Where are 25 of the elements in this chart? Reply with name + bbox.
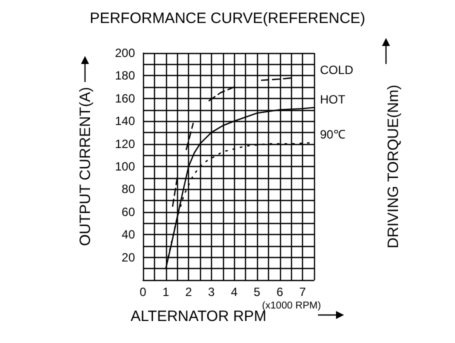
y-tick-label: 60 [122, 204, 136, 219]
y-tick-label: 140 [114, 114, 136, 128]
series-label: HOT [320, 92, 346, 106]
x-tick-label: 0 [140, 285, 147, 299]
x-tick-label: 5 [254, 285, 261, 299]
y-tick-label: 40 [122, 228, 136, 242]
x-tick-label: 2 [185, 285, 192, 299]
y-tick-label: 160 [114, 91, 136, 106]
x-tick-label: 7 [299, 285, 306, 299]
x-tick-label: 1 [162, 285, 170, 299]
y-tick-label: 120 [114, 136, 136, 151]
series-label: 90℃ [320, 128, 346, 142]
y-tick-label: 20 [122, 250, 136, 264]
text: (x1000 RPM) [262, 300, 321, 312]
y2-axis-title: DRIVING TORQUE(Nm) [385, 84, 402, 248]
y-tick-label: 200 [114, 46, 136, 60]
x-tick-label: 3 [208, 285, 216, 299]
y-tick-label: 180 [114, 68, 136, 83]
y-tick-label: 100 [114, 160, 136, 174]
chart-title: PERFORMANCE CURVE(REFERENCE) [90, 10, 366, 27]
y-tick-label: 80 [122, 182, 136, 196]
x-tick-label: 4 [230, 285, 238, 299]
text: COLD [320, 62, 354, 77]
y-axis-title: OUTPUT CURRENT(A) [77, 87, 94, 246]
x-tick-label: 6 [276, 285, 284, 299]
